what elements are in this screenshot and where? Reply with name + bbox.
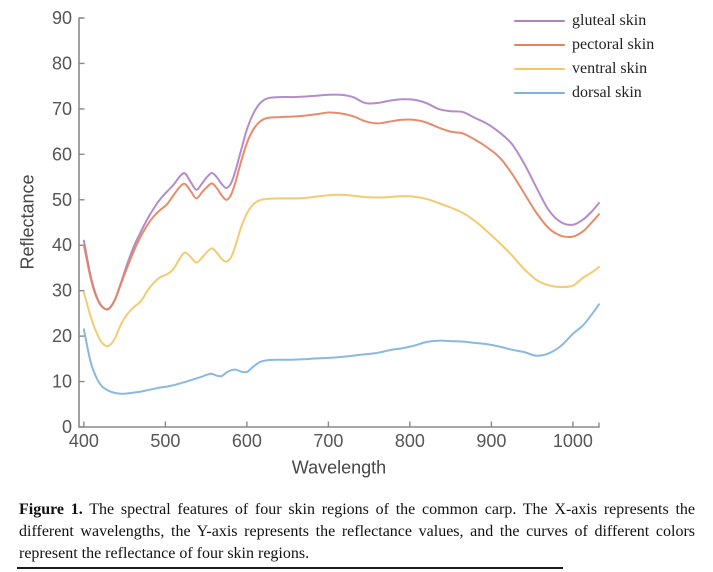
y-tick-label: 10 — [52, 372, 72, 392]
y-tick-label: 40 — [52, 235, 72, 255]
legend-item-dorsal: dorsal skin — [514, 81, 654, 105]
y-tick-label: 30 — [52, 281, 72, 301]
y-axis-label: Reflectance — [17, 174, 38, 270]
chart-canvas: 400 500 600 700 800 900 1000 0 10 20 30 40 50 60 70 80 9… — [52, 8, 600, 451]
legend-item-pectoral: pectoral skin — [514, 33, 654, 57]
x-tick-label: 800 — [395, 431, 425, 451]
spectra-chart: 400 500 600 700 800 900 1000 0 10 20 30 40 50 60 70 80 9… — [17, 8, 655, 478]
legend-label-pectoral: pectoral skin — [572, 36, 655, 53]
x-tick-label: 900 — [476, 431, 506, 451]
x-tick-label: 600 — [232, 431, 262, 451]
legend-line-gluteal-icon — [514, 20, 565, 22]
curve-gluteal-skin — [82, 93, 600, 311]
legend-item-ventral: ventral skin — [514, 57, 654, 81]
y-tick-label: 50 — [52, 190, 72, 210]
x-tick-label: 700 — [313, 431, 343, 451]
y-tick-label: 60 — [52, 144, 72, 164]
curve-ventral-skin — [82, 193, 600, 348]
x-tick-label: 1000 — [553, 431, 593, 451]
curve-dorsal-skin — [82, 303, 600, 395]
legend-label-ventral: ventral skin — [572, 60, 648, 77]
y-tick-label: 90 — [52, 8, 72, 28]
legend-line-pectoral-icon — [514, 44, 565, 46]
y-tick-label: 0 — [62, 417, 72, 437]
caption-label: Figure 1. — [19, 501, 83, 518]
legend-line-ventral-icon — [514, 68, 565, 70]
y-tick-label: 80 — [52, 53, 72, 73]
legend-label-gluteal: gluteal skin — [572, 12, 647, 29]
curve-pectoral-skin — [82, 111, 600, 311]
bottom-rule — [17, 567, 563, 569]
legend: gluteal skin pectoral skin ventral skin … — [514, 9, 654, 105]
x-tick-label: 500 — [150, 431, 180, 451]
y-tick-label: 70 — [52, 99, 72, 119]
figure-caption: Figure 1. The spectral features of four … — [19, 499, 695, 565]
legend-line-dorsal-icon — [514, 92, 565, 94]
y-tick-label: 20 — [52, 326, 72, 346]
caption-text: The spectral features of four skin regio… — [19, 501, 696, 562]
legend-label-dorsal: dorsal skin — [572, 84, 642, 101]
x-axis-label: Wavelength — [291, 457, 387, 478]
legend-item-gluteal: gluteal skin — [514, 9, 654, 33]
x-tick-label: 400 — [69, 431, 99, 451]
